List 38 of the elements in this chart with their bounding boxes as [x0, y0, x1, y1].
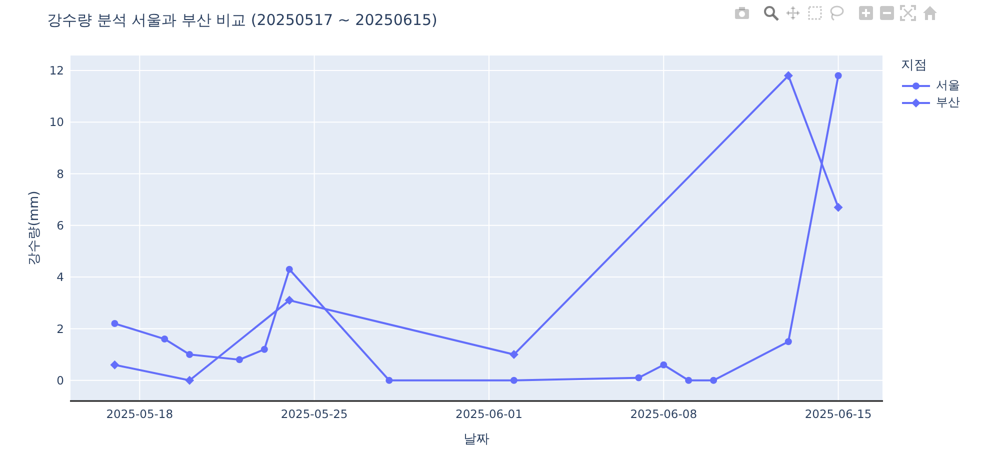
point [510, 376, 518, 384]
point [784, 71, 793, 80]
legend-label: 부산 [936, 94, 960, 111]
point [784, 338, 792, 346]
point [386, 376, 393, 384]
point [185, 376, 194, 385]
point [509, 350, 518, 360]
point [236, 356, 243, 364]
x-tick-label: 2025-05-18 [106, 407, 174, 422]
x-tick-label: 2025-06-01 [456, 407, 522, 422]
point [111, 320, 118, 328]
y-tick-label: 8 [56, 166, 64, 181]
point [834, 202, 843, 212]
y-tick-label: 6 [56, 218, 64, 232]
y-axis-title: 강수량(mm) [27, 190, 42, 266]
y-tick-label: 12 [49, 64, 64, 78]
point [685, 376, 692, 384]
y-tick-label: 10 [49, 115, 64, 130]
y-tick-label: 2 [56, 322, 64, 336]
point [710, 376, 718, 384]
y-tick-label: 0 [56, 373, 64, 388]
point [186, 351, 194, 358]
legend-title: 지점 [901, 57, 928, 74]
point [286, 266, 293, 273]
x-tick-label: 2025-05-25 [280, 407, 348, 422]
point [161, 336, 168, 343]
y-tick-label: 4 [56, 270, 64, 284]
x-tick-label: 2025-06-08 [630, 407, 698, 422]
point [834, 72, 842, 80]
point [284, 296, 294, 305]
point [635, 374, 642, 382]
point [260, 346, 268, 353]
point [660, 361, 668, 368]
chart-title: 강수량 분석 서울과 부산 비교 (20250517 ~ 20250615) [47, 11, 438, 30]
x-axis-title: 날짜 [464, 432, 490, 447]
x-tick-label: 2025-06-15 [804, 407, 872, 422]
point [110, 360, 120, 370]
legend-label: 서울 [936, 77, 960, 94]
